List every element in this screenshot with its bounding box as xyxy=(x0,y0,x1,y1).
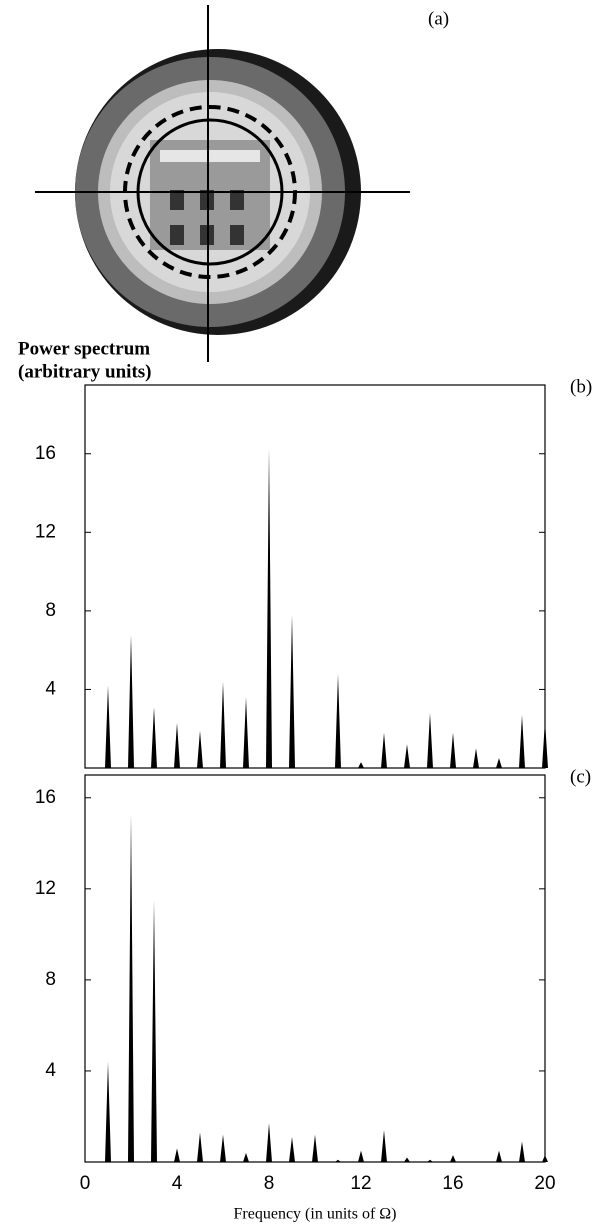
spectral-peak xyxy=(542,720,548,768)
y-tick-label: 8 xyxy=(45,969,56,990)
y-axis-label: Power spectrum xyxy=(18,338,150,359)
spectral-peak xyxy=(243,697,249,768)
spectral-peak xyxy=(358,1150,364,1162)
x-tick-label: 16 xyxy=(442,1173,463,1194)
y-axis-label: (arbitrary units) xyxy=(18,361,152,382)
panel-label: (c) xyxy=(570,766,591,787)
spectral-peak xyxy=(197,730,203,768)
spectral-peak xyxy=(289,614,295,768)
plot-frame xyxy=(84,384,546,769)
y-tick-label: 16 xyxy=(35,443,56,464)
spectral-peak xyxy=(105,1061,111,1162)
spectral-peak xyxy=(450,732,456,768)
spectral-peak xyxy=(312,1134,318,1162)
spectral-peak xyxy=(289,1136,295,1162)
spectral-peak xyxy=(151,707,157,768)
spectral-peak xyxy=(519,1141,525,1162)
x-tick-label: 12 xyxy=(350,1173,371,1194)
spectral-peak xyxy=(151,900,157,1162)
spectral-peak xyxy=(381,1130,387,1162)
spectral-peak xyxy=(358,762,364,768)
spectral-peak xyxy=(174,722,180,768)
spectral-peak xyxy=(335,673,341,768)
spectral-peak xyxy=(174,1148,180,1162)
spectral-peak xyxy=(519,714,525,768)
spectral-peak xyxy=(450,1155,456,1162)
spectral-peak xyxy=(404,744,410,768)
spectral-peak xyxy=(128,813,134,1162)
y-tick-label: 8 xyxy=(45,600,56,621)
x-tick-label: 8 xyxy=(264,1173,275,1194)
spectral-peak xyxy=(404,1157,410,1162)
spectral-peak xyxy=(105,685,111,768)
panel-label: (b) xyxy=(570,376,592,397)
spectral-peak xyxy=(427,1159,433,1162)
spectral-peak xyxy=(381,732,387,768)
y-tick-label: 4 xyxy=(45,678,56,699)
spectral-peak xyxy=(197,1132,203,1162)
spectral-peak xyxy=(220,1134,226,1162)
spectral-peak xyxy=(220,681,226,768)
spectral-peak xyxy=(128,634,134,768)
y-tick-label: 4 xyxy=(45,1060,56,1081)
x-tick-label: 4 xyxy=(172,1173,183,1194)
spectral-peak xyxy=(496,758,502,768)
spectral-peak xyxy=(427,713,433,768)
x-tick-label: 0 xyxy=(80,1173,91,1194)
spectral-peak xyxy=(473,748,479,768)
x-tick-label: 20 xyxy=(534,1173,555,1194)
spectral-peak xyxy=(243,1152,249,1162)
spectral-peak xyxy=(496,1150,502,1162)
y-tick-label: 12 xyxy=(35,521,56,542)
spectral-peak xyxy=(542,1155,548,1162)
panel-label: (a) xyxy=(428,8,449,29)
y-tick-label: 12 xyxy=(35,878,56,899)
spectral-peak xyxy=(266,447,272,768)
y-tick-label: 16 xyxy=(35,787,56,808)
coin-image xyxy=(35,5,410,362)
x-axis-label: Frequency (in units of Ω) xyxy=(234,1206,397,1223)
spectral-peak xyxy=(266,1123,272,1162)
spectral-peak xyxy=(335,1159,341,1162)
